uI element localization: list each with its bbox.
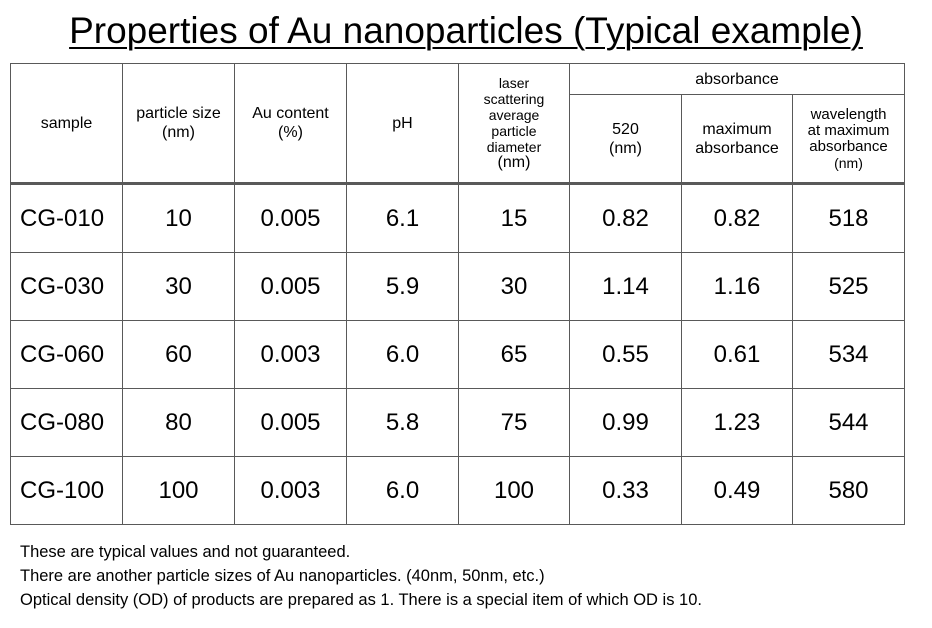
header-au-content-line: Au content — [252, 105, 329, 122]
table-row: CG-010 10 0.005 6.1 15 0.82 0.82 518 — [10, 183, 906, 253]
header-absorbance: absorbance — [568, 63, 906, 95]
cell-particle-size: 10 — [122, 183, 235, 253]
header-wavelength: wavelength at maximum absorbance (nm) — [791, 94, 906, 185]
header-au-content-unit: (%) — [278, 124, 303, 141]
cell-ph: 6.0 — [346, 320, 459, 389]
header-sample: sample — [10, 63, 123, 185]
header-laser-line-5: diameter — [486, 139, 542, 155]
header-abs-520-unit: (nm) — [609, 139, 642, 157]
cell-laser: 30 — [458, 252, 570, 321]
cell-sample: CG-080 — [10, 388, 123, 457]
cell-max-absorbance: 1.16 — [681, 252, 793, 321]
header-laser-line-2: scattering — [483, 91, 545, 107]
header-wavelength-unit: (nm) — [834, 154, 863, 171]
cell-particle-size: 60 — [122, 320, 235, 389]
header-laser-diameter: laser scattering average particle diamet… — [458, 63, 570, 185]
note-line: Optical density (OD) of products are pre… — [20, 591, 702, 609]
cell-particle-size: 30 — [122, 252, 235, 321]
header-row-top: sample particle size (nm) Au content (%)… — [10, 63, 906, 185]
cell-max-absorbance: 0.61 — [681, 320, 793, 389]
header-wavelength-line-2: at maximum — [807, 121, 890, 139]
cell-laser: 65 — [458, 320, 570, 389]
cell-laser: 15 — [458, 183, 570, 253]
table-row: CG-100 100 0.003 6.0 100 0.33 0.49 580 — [10, 456, 906, 525]
cell-sample: CG-060 — [10, 320, 123, 389]
header-particle-size: particle size (nm) — [122, 63, 235, 185]
cell-au-content: 0.005 — [234, 388, 347, 457]
header-max-absorbance-line-2: absorbance — [695, 139, 779, 157]
cell-wavelength: 580 — [791, 456, 906, 525]
cell-abs-520: 1.14 — [569, 252, 682, 321]
cell-max-absorbance: 0.49 — [681, 456, 793, 525]
header-laser-unit: (nm) — [497, 154, 531, 171]
header-particle-size-line: particle size — [136, 105, 221, 122]
cell-wavelength: 534 — [791, 320, 906, 389]
cell-au-content: 0.003 — [234, 320, 347, 389]
header-abs-520-line: 520 — [612, 120, 639, 138]
header-abs-520: 520 (nm) — [569, 94, 682, 185]
cell-wavelength: 525 — [791, 252, 906, 321]
cell-particle-size: 100 — [122, 456, 235, 525]
cell-au-content: 0.005 — [234, 183, 347, 253]
header-au-content: Au content (%) — [234, 63, 347, 185]
cell-wavelength: 518 — [791, 183, 906, 253]
cell-abs-520: 0.99 — [569, 388, 682, 457]
cell-wavelength: 544 — [791, 388, 906, 457]
header-max-absorbance-line-1: maximum — [702, 120, 772, 138]
cell-ph: 6.0 — [346, 456, 459, 525]
cell-laser: 100 — [458, 456, 570, 525]
note-line: These are typical values and not guarant… — [20, 543, 351, 561]
cell-particle-size: 80 — [122, 388, 235, 457]
cell-ph: 6.1 — [346, 183, 459, 253]
cell-sample: CG-100 — [10, 456, 123, 525]
page-title: Properties of Au nanoparticles (Typical … — [69, 10, 863, 51]
header-laser-line-1: laser — [498, 75, 530, 91]
header-wavelength-line-3: absorbance — [809, 137, 888, 155]
cell-au-content: 0.003 — [234, 456, 347, 525]
cell-abs-520: 0.55 — [569, 320, 682, 389]
cell-abs-520: 0.82 — [569, 183, 682, 253]
cell-max-absorbance: 0.82 — [681, 183, 793, 253]
cell-ph: 5.8 — [346, 388, 459, 457]
properties-table: sample particle size (nm) Au content (%)… — [10, 63, 906, 525]
table-row: CG-060 60 0.003 6.0 65 0.55 0.61 534 — [10, 320, 906, 389]
header-row-bottom: 520 (nm) maximum absorbance wavelength a… — [11, 94, 906, 185]
header-laser-line-4: particle — [491, 123, 537, 139]
cell-au-content: 0.005 — [234, 252, 347, 321]
notes: These are typical values and not guarant… — [20, 540, 702, 612]
table-row: CG-080 80 0.005 5.8 75 0.99 1.23 544 — [10, 388, 906, 457]
cell-sample: CG-030 — [10, 252, 123, 321]
note-line: There are another particle sizes of Au n… — [20, 567, 545, 585]
cell-max-absorbance: 1.23 — [681, 388, 793, 457]
table-row: CG-030 30 0.005 5.9 30 1.14 1.16 525 — [10, 252, 906, 321]
header-laser-line-3: average — [488, 107, 540, 123]
header-max-absorbance: maximum absorbance — [681, 94, 793, 185]
cell-laser: 75 — [458, 388, 570, 457]
header-ph: pH — [346, 63, 459, 185]
cell-ph: 5.9 — [346, 252, 459, 321]
cell-abs-520: 0.33 — [569, 456, 682, 525]
cell-sample: CG-010 — [10, 183, 123, 253]
header-wavelength-line-1: wavelength — [810, 105, 887, 123]
header-particle-size-unit: (nm) — [162, 124, 195, 141]
